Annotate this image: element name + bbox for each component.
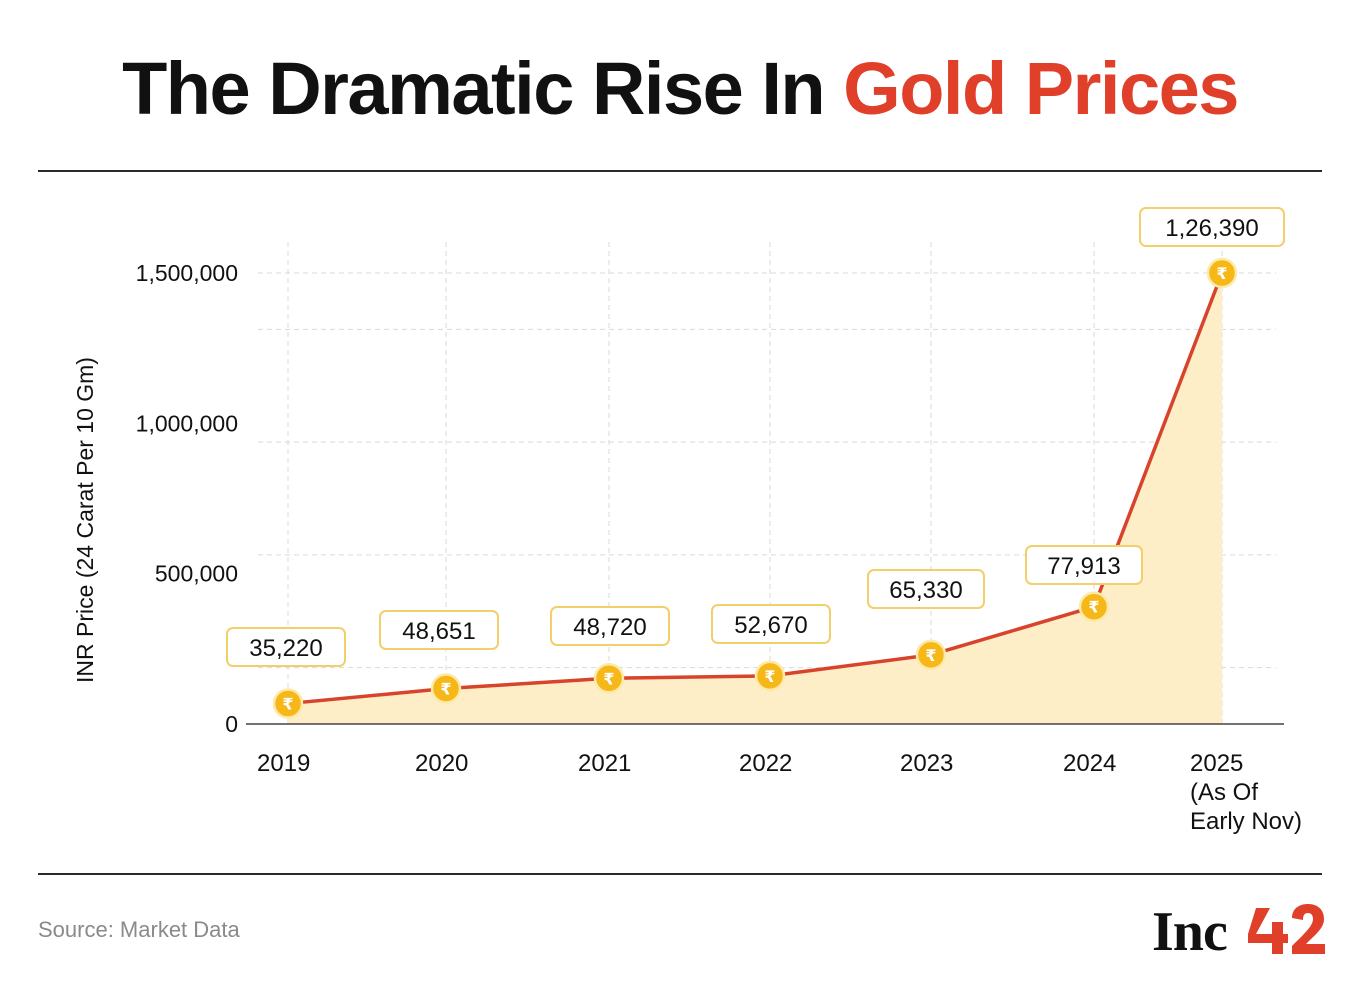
svg-text:Inc: Inc <box>1152 901 1227 960</box>
x-tick-label: 2023 <box>900 750 953 777</box>
svg-text:35,220: 35,220 <box>249 635 322 662</box>
svg-text:1,26,390: 1,26,390 <box>1165 215 1258 242</box>
title-accent: Gold Prices <box>843 47 1239 130</box>
bottom-divider <box>38 873 1322 875</box>
data-label: 35,220 <box>226 627 346 667</box>
area-fill <box>288 273 1222 724</box>
y-tick-label: 1,500,000 <box>136 260 238 286</box>
x-tick-label: 2020 <box>415 750 468 777</box>
rupee-coin-icon: ₹ <box>430 673 462 704</box>
rupee-coin-icon: ₹ <box>1206 257 1238 289</box>
svg-text:48,651: 48,651 <box>402 618 475 645</box>
svg-text:65,330: 65,330 <box>889 577 962 604</box>
svg-text:₹: ₹ <box>1088 598 1099 617</box>
title-main: The Dramatic Rise In <box>122 47 826 130</box>
svg-text:₹: ₹ <box>925 646 936 665</box>
y-axis-label: INR Price (24 Carat Per 10 Gm) <box>72 357 98 683</box>
top-divider <box>38 170 1322 172</box>
y-tick-label: 500,000 <box>155 561 238 587</box>
inc42-logo: Inc <box>1152 901 1325 960</box>
svg-text:77,913: 77,913 <box>1047 553 1120 580</box>
rupee-coin-icon: ₹ <box>593 663 625 694</box>
data-label: 52,670 <box>711 604 831 644</box>
data-labels: 35,220 48,651 48,720 52,670 65,330 77,913 1,26… <box>226 207 1285 667</box>
x-tick-label: 2019 <box>257 750 310 777</box>
data-label: 77,913 <box>1025 545 1143 585</box>
rupee-coin-icon: ₹ <box>915 639 947 671</box>
rupee-coin-icon: ₹ <box>1078 591 1110 622</box>
svg-text:₹: ₹ <box>440 680 451 699</box>
rupee-coin-icon: ₹ <box>754 660 786 692</box>
source-note: Source: Market Data <box>38 917 240 942</box>
data-label: 48,720 <box>550 606 670 646</box>
svg-text:52,670: 52,670 <box>734 612 807 639</box>
svg-text:₹: ₹ <box>764 667 775 686</box>
x-tick-label: 2021 <box>578 750 631 777</box>
x-axis-ticks: 2019 2020 2021 2022 2023 2024 2025 (As Of Early … <box>257 750 1302 835</box>
y-tick-label: 1,000,000 <box>136 410 238 436</box>
x-tick-label: 2025 (As Of Early Nov) <box>1190 750 1302 835</box>
data-label: 48,651 <box>379 610 499 650</box>
y-tick-label: 0 <box>225 711 238 737</box>
data-markers: ₹ ₹ ₹ ₹ ₹ ₹ ₹ <box>272 257 1238 719</box>
rupee-coin-icon: ₹ <box>272 688 304 719</box>
chart-title: The Dramatic Rise In Gold Prices <box>0 52 1360 126</box>
svg-text:₹: ₹ <box>282 695 293 714</box>
data-label: 1,26,390 <box>1139 207 1285 247</box>
y-axis-ticks: 0 500,000 1,000,000 1,500,000 <box>136 260 238 737</box>
svg-text:48,720: 48,720 <box>573 614 646 641</box>
svg-text:₹: ₹ <box>603 669 614 688</box>
x-tick-label: 2022 <box>739 750 792 777</box>
svg-text:₹: ₹ <box>1216 264 1227 283</box>
data-label: 65,330 <box>867 569 985 609</box>
x-tick-label: 2024 <box>1063 750 1116 777</box>
